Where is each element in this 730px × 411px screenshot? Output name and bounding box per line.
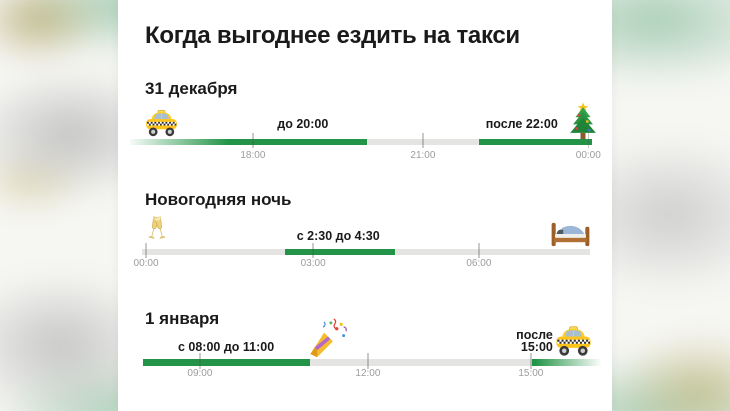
christmas-tree-icon bbox=[565, 102, 601, 140]
bar-segment-green-fade-out bbox=[531, 359, 602, 366]
timeline-bar bbox=[130, 139, 592, 145]
axis-tick-label: 00:00 bbox=[575, 150, 601, 161]
axis-tick bbox=[312, 243, 314, 258]
taxi-icon bbox=[554, 326, 593, 357]
bar-segment-green bbox=[143, 359, 311, 366]
axis-tick bbox=[587, 133, 590, 148]
bar-segment-gray bbox=[142, 249, 285, 255]
bar-segment-gray bbox=[367, 139, 479, 145]
infographic-card: Когда выгоднее ездить на такси 31 декабр… bbox=[118, 0, 612, 411]
taxi-icon bbox=[144, 109, 179, 138]
time-range-label: до 20:00 bbox=[277, 117, 329, 131]
axis-tick bbox=[367, 353, 369, 369]
axis-tick-label: 00:00 bbox=[133, 258, 159, 269]
axis-tick bbox=[145, 243, 147, 258]
timeline-jan1: 09:00 12:00 15:00 с 08:00 до 11:00 после 15:0… bbox=[143, 318, 602, 388]
time-range-label: после 15:00 bbox=[516, 328, 553, 354]
axis-tick bbox=[422, 133, 424, 148]
axis-tick-label: 09:00 bbox=[187, 368, 213, 379]
page-title: Когда выгоднее ездить на такси bbox=[145, 22, 520, 49]
axis-tick-label: 12:00 bbox=[355, 368, 381, 379]
time-range-label: с 2:30 до 4:30 bbox=[296, 229, 380, 243]
axis-tick bbox=[530, 353, 532, 369]
party-popper-icon bbox=[304, 317, 350, 360]
axis-tick-label: 03:00 bbox=[300, 258, 326, 269]
bar-segment-green bbox=[478, 139, 592, 145]
section-heading-dec31: 31 декабря bbox=[145, 79, 238, 98]
axis-tick-label: 21:00 bbox=[410, 150, 436, 161]
timeline-bar bbox=[143, 359, 602, 366]
bed-icon bbox=[550, 218, 591, 248]
champagne-icon bbox=[141, 214, 173, 246]
axis-tick bbox=[478, 243, 480, 258]
bar-segment-green-fade-in bbox=[130, 139, 228, 145]
time-range-label: после 22:00 bbox=[485, 117, 558, 131]
axis-tick-label: 18:00 bbox=[240, 150, 266, 161]
axis-tick-label: 15:00 bbox=[518, 368, 544, 379]
section-heading-jan1: 1 января bbox=[145, 309, 220, 328]
section-heading-night: Новогодняя ночь bbox=[145, 190, 292, 209]
timeline-newyear-night: 00:00 03:00 06:00 с 2:30 до 4:30 bbox=[134, 212, 591, 274]
bar-segment-green bbox=[227, 139, 367, 145]
timeline-bar bbox=[142, 249, 590, 255]
axis-tick bbox=[199, 353, 201, 369]
time-range-label: с 08:00 до 11:00 bbox=[177, 340, 275, 354]
bar-segment-green bbox=[284, 249, 396, 255]
timeline-dec31: 18:00 21:00 00:00 до 20:00 после 22:00 bbox=[130, 102, 601, 166]
bar-segment-gray bbox=[395, 249, 590, 255]
axis-tick bbox=[252, 133, 254, 148]
axis-tick-label: 06:00 bbox=[466, 258, 492, 269]
bar-segment-gray bbox=[310, 359, 532, 366]
